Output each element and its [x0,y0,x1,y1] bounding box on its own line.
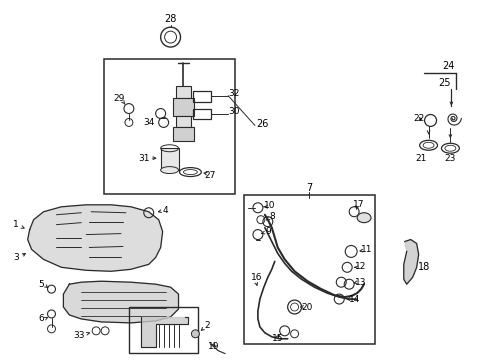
Bar [193,109,211,120]
Text: 17: 17 [353,200,364,209]
Text: 25: 25 [437,78,450,88]
Text: 31: 31 [138,154,149,163]
Bar [129,307,198,353]
Text: 16: 16 [251,273,262,282]
Text: 32: 32 [228,89,239,98]
Text: 14: 14 [348,294,359,303]
Text: 12: 12 [355,262,366,271]
Text: 29: 29 [113,94,124,103]
Text: 21: 21 [414,154,426,163]
Bar [175,116,191,127]
Bar [175,86,191,98]
Text: 24: 24 [441,61,454,71]
Bar [172,98,194,116]
Bar [244,195,374,344]
Polygon shape [141,317,188,347]
Text: 2: 2 [204,321,210,330]
Text: 33: 33 [73,331,85,340]
Polygon shape [403,239,418,284]
Bar [104,59,235,194]
Text: 19: 19 [207,342,219,351]
Text: 28: 28 [164,14,176,24]
Text: 6: 6 [39,314,44,323]
Text: 23: 23 [444,154,455,163]
Text: 26: 26 [256,120,268,130]
Text: 5: 5 [39,280,44,289]
Text: 22: 22 [412,114,424,123]
Text: 20: 20 [301,302,312,311]
Text: 9: 9 [264,227,270,236]
Text: 4: 4 [163,206,168,215]
Text: 34: 34 [143,118,154,127]
Polygon shape [28,205,163,271]
Text: 7: 7 [306,183,312,193]
Bar [161,148,178,170]
Text: 15: 15 [271,334,283,343]
Ellipse shape [356,213,370,223]
Text: 1: 1 [13,220,19,229]
Text: 10: 10 [264,201,275,210]
Circle shape [191,330,199,338]
Text: 3: 3 [13,253,19,262]
Text: 8: 8 [268,212,274,221]
Text: 30: 30 [228,107,239,116]
Bar [172,127,194,141]
Text: 11: 11 [361,245,372,254]
Bar [193,91,211,102]
Text: 13: 13 [355,278,366,287]
Text: 27: 27 [204,171,216,180]
Polygon shape [63,281,178,323]
Ellipse shape [161,167,178,174]
Text: 18: 18 [417,262,429,272]
